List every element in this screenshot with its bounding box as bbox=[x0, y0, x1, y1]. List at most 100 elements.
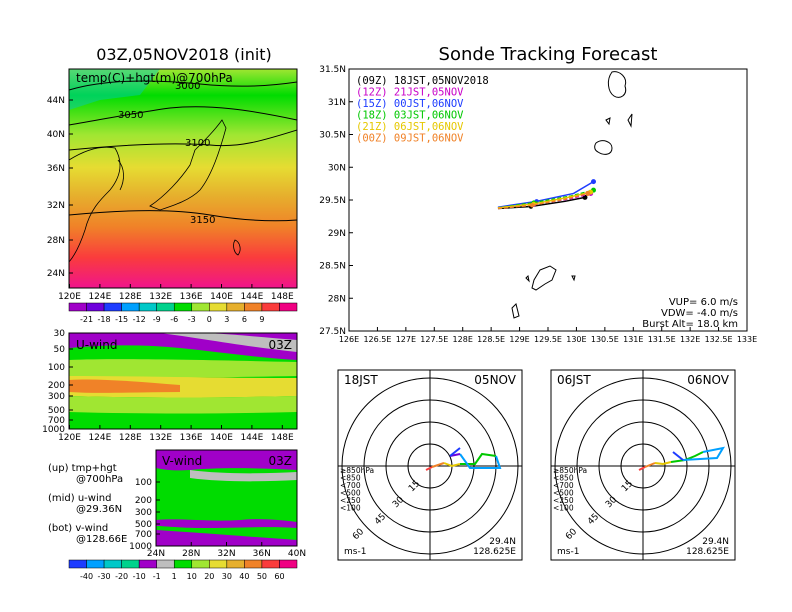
contour-label-3050: 3050 bbox=[118, 110, 143, 121]
track-x-tick-label: 130E bbox=[566, 335, 586, 344]
island-small-2 bbox=[571, 275, 576, 282]
hodograph-legend-entry: <250 bbox=[553, 496, 574, 505]
colorbar-swatch bbox=[191, 559, 210, 569]
hodograph-legend-entry: <100 bbox=[340, 504, 361, 513]
v-wind-time: 03Z bbox=[269, 454, 293, 468]
island-kuchinoerabu bbox=[605, 117, 611, 126]
track-x-tick-label: 126E bbox=[339, 335, 359, 344]
island-tokunoshima bbox=[511, 303, 520, 319]
track-y-tick-label: 30.5N bbox=[319, 131, 346, 141]
colorbar-label: 0 bbox=[207, 315, 212, 324]
param-vdw: VDW= -4.0 m/s bbox=[661, 308, 738, 319]
hodograph-legend-entry: <850 bbox=[553, 474, 574, 483]
hodograph-segment bbox=[425, 466, 433, 471]
japan-coastline bbox=[149, 119, 227, 211]
v-x-tick-label: 40N bbox=[288, 549, 306, 559]
v-y-tick-label: 1000 bbox=[129, 542, 152, 552]
colorbar-label: -40 bbox=[80, 572, 93, 581]
v-y-tick-label: 500 bbox=[135, 520, 152, 530]
contour-3100 bbox=[68, 129, 298, 151]
colorbar-label: -12 bbox=[133, 315, 146, 324]
u-y-tick-label: 500 bbox=[48, 406, 65, 416]
u-y-tick-label: 700 bbox=[48, 416, 65, 426]
contour-label-3000: 3000 bbox=[175, 81, 200, 92]
v-x-tick-label: 28N bbox=[182, 549, 200, 559]
track-y-tick-label: 29.5N bbox=[319, 196, 346, 206]
contour-label-3150: 3150 bbox=[190, 215, 215, 226]
hodograph-lon: 128.625E bbox=[473, 547, 516, 557]
colorbar-label: 60 bbox=[274, 572, 284, 581]
note-bot: (bot) v-wind bbox=[48, 523, 108, 534]
track-endpoint bbox=[582, 194, 588, 200]
u-x-tick-label: 136E bbox=[180, 433, 203, 443]
v-x-tick-label: 24N bbox=[147, 549, 165, 559]
hodograph-legend-entry: <500 bbox=[553, 489, 574, 498]
track-x-tick-label: 126.5E bbox=[363, 335, 391, 344]
colorbar-swatch bbox=[68, 559, 87, 569]
hodograph-segment bbox=[672, 451, 684, 461]
v-wind-purple-band bbox=[156, 450, 297, 471]
korea-coastline bbox=[117, 159, 124, 191]
wind-colorbar: -40 -30 -20 -10 -1 1 10 20 30 40 50 60 bbox=[68, 559, 298, 581]
hodograph-segment bbox=[443, 462, 461, 468]
track-x-tick-label: 128E bbox=[453, 335, 473, 344]
colorbar-swatch bbox=[279, 559, 298, 569]
colorbar-label: -6 bbox=[170, 315, 178, 324]
colorbar-label: -1 bbox=[153, 572, 161, 581]
track-y-tick-label: 29N bbox=[328, 229, 346, 239]
island-kyushu-tip bbox=[607, 71, 627, 98]
colorbar-swatch bbox=[209, 559, 228, 569]
colorbar-swatch bbox=[173, 302, 193, 312]
v-wind-label: V-wind bbox=[162, 454, 202, 468]
track-line bbox=[497, 181, 594, 208]
colorbar-swatch bbox=[138, 302, 157, 312]
map-y-tick-label: 28N bbox=[47, 236, 65, 246]
panel-notes: (up) tmp+hgt @700hPa (mid) u-wind @29.36… bbox=[48, 463, 127, 545]
u-x-tick-label: 144E bbox=[240, 433, 263, 443]
note-mid-lat: @29.36N bbox=[76, 504, 122, 515]
u-y-tick-label: 1000 bbox=[42, 425, 65, 435]
map-y-tick-label: 44N bbox=[47, 96, 65, 106]
track-y-tick-label: 31N bbox=[328, 98, 346, 108]
island-outline bbox=[233, 239, 241, 256]
u-wind-x-ticks: 120E 124E 128E 132E 136E 140E 144E 148E bbox=[58, 425, 294, 443]
colorbar-swatch bbox=[103, 559, 122, 569]
track-x-tick-label: 132E bbox=[680, 335, 700, 344]
v-y-tick-label: 700 bbox=[135, 530, 152, 540]
track-x-tick-label: 128.5E bbox=[477, 335, 505, 344]
temp-map-panel: 03Z,05NOV2018 (init) 3000 3050 3100 3150 bbox=[47, 45, 298, 324]
map-x-tick-label: 120E bbox=[58, 292, 81, 302]
colorbar-swatch bbox=[138, 559, 157, 569]
colorbar-label: 10 bbox=[187, 572, 197, 581]
colorbar-swatch bbox=[226, 559, 245, 569]
colorbar-swatch bbox=[156, 559, 175, 569]
map-x-ticks: 120E 124E 128E 132E 136E 140E 144E 148E bbox=[58, 284, 294, 302]
colorbar-label: 3 bbox=[224, 315, 229, 324]
track-legend: (09Z) 18JST,05NOV2018(12Z) 21JST,05NOV(1… bbox=[356, 75, 489, 145]
hodograph-lat: 29.4N bbox=[702, 537, 729, 547]
map-y-tick-label: 36N bbox=[47, 164, 65, 174]
colorbar-swatch bbox=[86, 302, 105, 312]
colorbar-swatch bbox=[226, 302, 245, 312]
hodograph-legend-entry: <700 bbox=[340, 481, 361, 490]
u-wind-orange-band bbox=[69, 379, 180, 393]
colorbar-swatch bbox=[191, 302, 210, 312]
v-wind-grey-band bbox=[190, 470, 297, 482]
contour-3050 bbox=[68, 106, 298, 126]
u-x-tick-label: 124E bbox=[88, 433, 111, 443]
param-burst: Burst Alt= 18.0 km bbox=[642, 319, 738, 330]
hodograph-legend-entry: ≥850hPa bbox=[340, 466, 374, 475]
hodograph-segment bbox=[682, 446, 726, 461]
track-x-tick-label: 132.5E bbox=[705, 335, 733, 344]
note-up-level: @700hPa bbox=[76, 474, 123, 485]
hodograph-unit: ms-1 bbox=[557, 547, 579, 557]
track-x-tick-label: 129E bbox=[509, 335, 529, 344]
colorbar-swatch bbox=[68, 302, 87, 312]
hodograph-unit: ms-1 bbox=[344, 547, 366, 557]
u-wind-yellowgreen-band bbox=[69, 359, 297, 378]
track-y-tick-label: 30N bbox=[328, 163, 346, 173]
param-vup: VUP= 6.0 m/s bbox=[669, 297, 738, 308]
u-wind-frame bbox=[68, 332, 298, 430]
